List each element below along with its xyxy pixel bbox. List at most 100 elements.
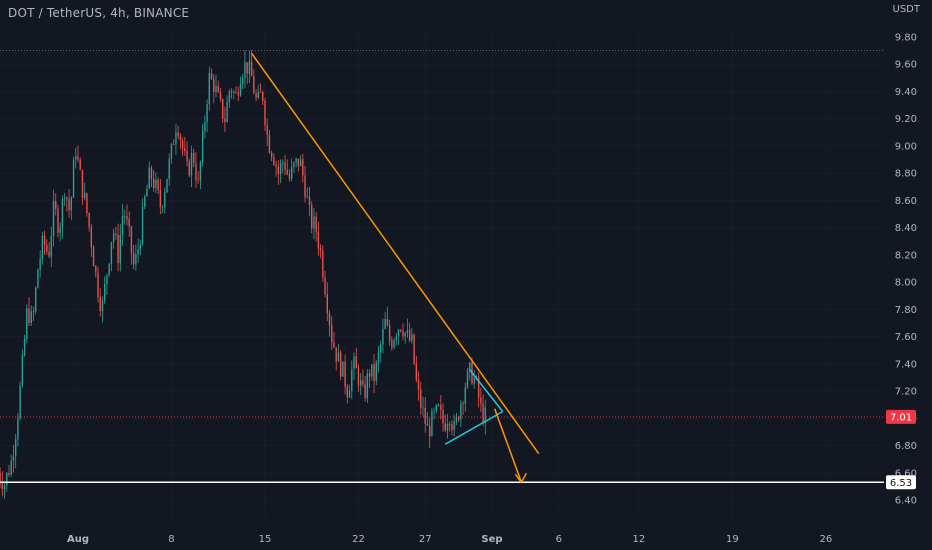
candle-body — [86, 193, 88, 214]
candle-body — [322, 250, 324, 278]
price-tick-label: 8.60 — [895, 196, 917, 207]
projection-arrow-head — [514, 472, 528, 484]
candlestick-series — [0, 50, 487, 499]
candle-body — [449, 424, 451, 425]
candle-body — [0, 472, 1, 482]
candle-body — [37, 269, 39, 288]
candle-body — [19, 385, 21, 419]
candle-body — [335, 347, 337, 362]
candle-body — [157, 179, 159, 190]
candle-body — [351, 369, 353, 391]
candle-body — [288, 174, 291, 179]
price-tick-label: 7.60 — [895, 332, 917, 343]
candle-body — [393, 339, 395, 348]
symbol-title[interactable]: DOT / TetherUS, 4h, BINANCE — [8, 6, 190, 20]
candle-body — [424, 407, 426, 424]
channel-upper-line[interactable] — [468, 368, 504, 412]
candle-body — [431, 411, 433, 437]
candle-body — [70, 197, 73, 211]
candle-body — [460, 403, 462, 420]
candle-body — [266, 124, 268, 135]
candle-body — [108, 263, 110, 275]
candle-body — [228, 91, 231, 103]
candle-body — [95, 266, 97, 273]
candle-body — [311, 205, 313, 229]
candle-body — [293, 162, 295, 168]
candle-body — [106, 274, 108, 285]
time-tick-label: 26 — [820, 534, 833, 545]
candle-body — [259, 91, 262, 93]
candle-body — [244, 62, 246, 78]
candle-body — [355, 356, 357, 369]
price-tick-label: 8.80 — [895, 169, 917, 180]
candle-body — [35, 287, 37, 312]
candle-body — [52, 200, 55, 237]
candle-body — [181, 140, 184, 149]
candle-body — [348, 390, 351, 398]
candle-body — [295, 158, 297, 163]
candle-body — [304, 175, 306, 198]
candle-body — [10, 460, 12, 475]
candle-body — [150, 167, 153, 179]
candle-body — [359, 380, 362, 386]
candle-body — [72, 160, 75, 198]
candle-body — [326, 294, 328, 314]
candle-body — [477, 377, 480, 398]
candle-body — [315, 216, 317, 232]
support-price-badge: 6.53 — [890, 478, 912, 489]
candle-body — [135, 253, 137, 265]
candle-body — [279, 163, 282, 175]
candle-body — [119, 235, 121, 264]
candle-body — [442, 409, 444, 424]
candle-body — [170, 144, 173, 159]
candle-body — [484, 407, 487, 423]
candle-body — [415, 363, 418, 381]
candle-body — [246, 62, 248, 74]
candle-body — [262, 92, 264, 101]
candle-body — [57, 208, 59, 233]
candle-body — [199, 162, 202, 181]
candle-body — [306, 196, 308, 198]
candle-body — [81, 169, 84, 199]
candle-body — [395, 336, 397, 340]
candle-body — [68, 199, 70, 211]
price-tick-label: 7.80 — [895, 305, 917, 316]
candle-body — [391, 340, 393, 348]
candle-body — [371, 364, 373, 377]
candle-body — [353, 356, 355, 370]
candle-body — [124, 215, 126, 217]
candle-body — [55, 200, 57, 209]
candle-body — [186, 151, 188, 162]
candle-body — [206, 104, 208, 123]
support-price-badge-bg — [886, 475, 916, 490]
time-tick-label: 6 — [556, 534, 562, 545]
candle-body — [46, 244, 48, 252]
candle-body — [137, 249, 139, 254]
projection-arrow-shaft[interactable] — [493, 408, 523, 483]
candle-body — [28, 308, 30, 324]
candle-body — [297, 158, 300, 166]
candle-body — [79, 159, 81, 170]
time-tick-label: Aug — [67, 534, 89, 545]
candle-body — [101, 300, 104, 311]
candle-body — [275, 164, 277, 167]
candle-body — [368, 373, 371, 377]
channel-lower-line[interactable] — [444, 410, 504, 445]
candle-body — [482, 403, 484, 423]
time-axis[interactable]: Aug 8 15 22 27 Sep 6 12 19 26 — [67, 534, 832, 545]
candle-body — [139, 244, 142, 250]
candle-body — [41, 235, 44, 260]
time-tick-label: 15 — [259, 534, 272, 545]
candle-body — [428, 425, 431, 437]
candle-body — [253, 76, 255, 94]
candle-body — [469, 362, 471, 371]
price-tick-label: 8.40 — [895, 223, 917, 234]
candle-body — [435, 405, 438, 411]
candle-body — [66, 197, 68, 200]
candle-body — [179, 135, 182, 141]
descending-trendline[interactable] — [251, 52, 540, 455]
candle-body — [221, 98, 224, 119]
candle-body — [50, 236, 52, 257]
